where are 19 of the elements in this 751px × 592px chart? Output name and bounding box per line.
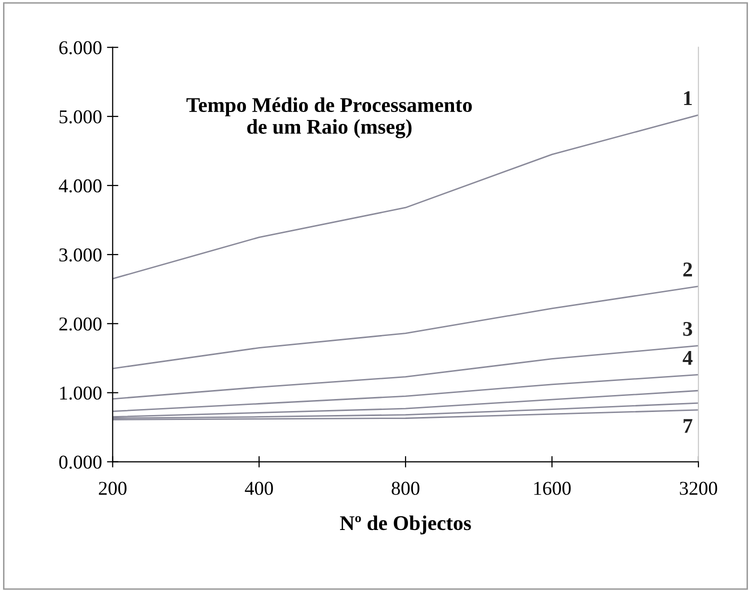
x-tick-label: 400 (244, 482, 273, 495)
series-label: 3 (683, 322, 692, 336)
x-axis-title: Nº de Objectos (340, 516, 471, 534)
series-label: 4 (682, 351, 692, 365)
x-tick-label: 200 (98, 482, 126, 495)
y-tick-label: 3.000 (59, 248, 102, 262)
series-label: 7 (684, 419, 692, 433)
x-tick-label: 1600 (534, 482, 571, 495)
y-tick-label: 5.000 (60, 110, 102, 124)
y-tick-label: 4.000 (58, 179, 102, 193)
series-label: 1 (684, 91, 692, 106)
y-tick-label: 6.000 (59, 41, 102, 54)
y-tick-label: 2.000 (59, 317, 102, 331)
x-tick-label: 800 (392, 482, 420, 495)
text: Tempo Médio de Processamento de um Raio (mseg) (186, 97, 472, 138)
x-tick-label: 3200 (680, 482, 718, 495)
y-tick-label: 0.000 (59, 456, 102, 469)
series-label: 2 (683, 262, 692, 276)
y-tick-label: 1.000 (60, 386, 102, 400)
